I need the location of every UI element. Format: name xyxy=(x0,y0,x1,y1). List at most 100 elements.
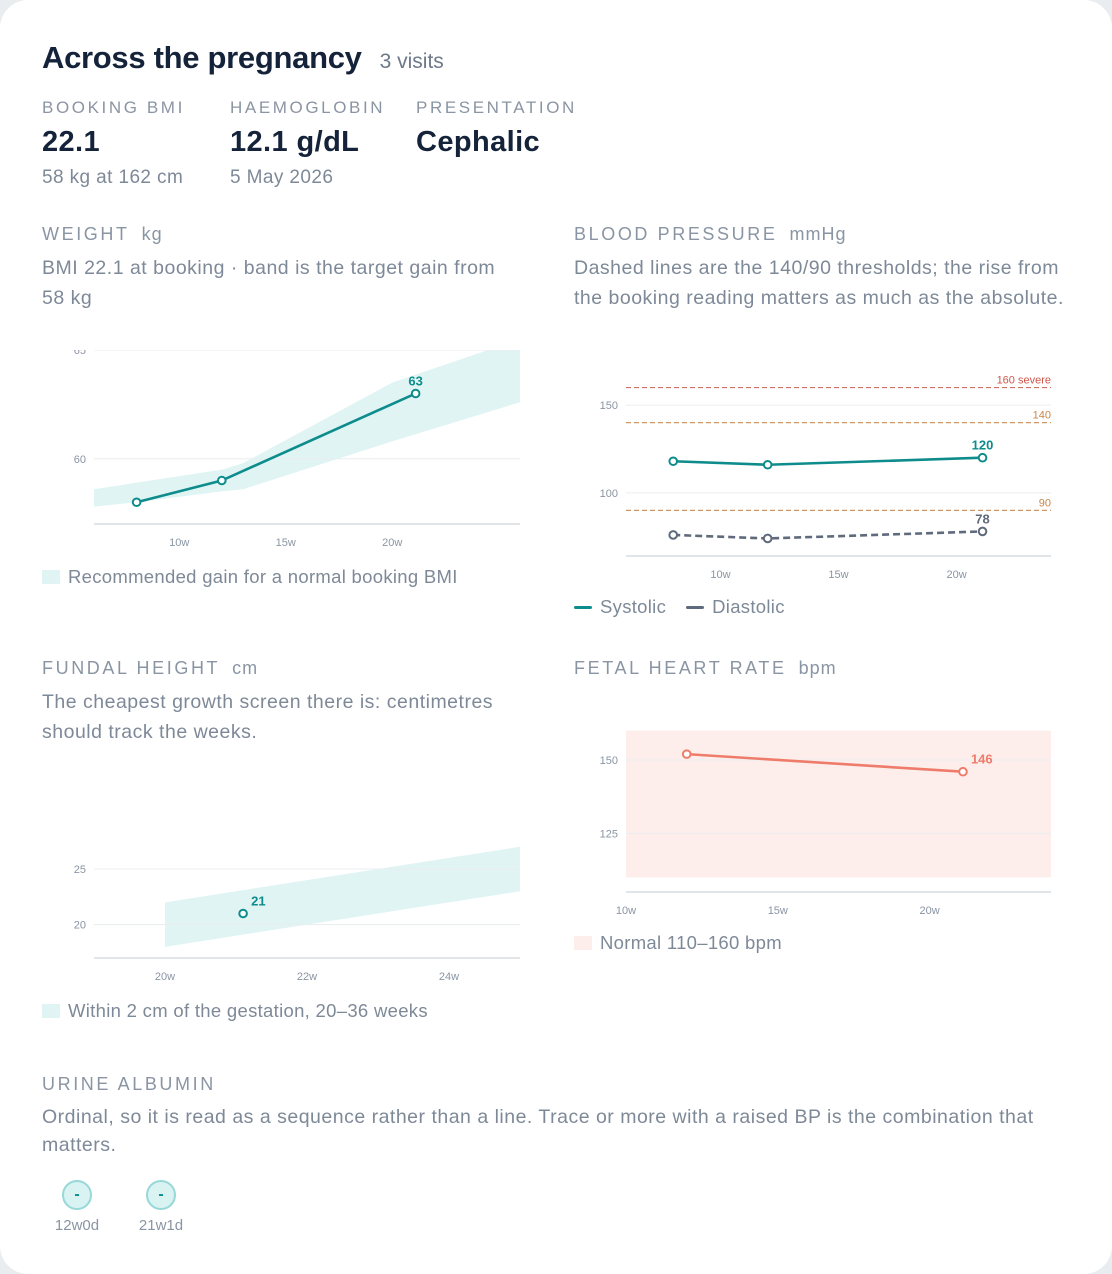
fundal-chart: 20 25 20w 22w 24w 21 xyxy=(74,846,520,983)
data-point xyxy=(668,530,679,540)
band-swatch xyxy=(42,570,60,584)
weight-panel: WEIGHT kg BMI 22.1 at booking · band is t… xyxy=(42,224,522,313)
card-title: Across the pregnancy xyxy=(42,40,362,75)
visit-count: 3 visits xyxy=(379,50,444,73)
x-tick-label: 20w xyxy=(946,569,966,581)
y-tick-label: 125 xyxy=(600,828,618,840)
data-label: 78 xyxy=(975,511,989,526)
data-point xyxy=(131,497,142,508)
series-line xyxy=(686,752,964,774)
y-tick-label: 150 xyxy=(600,400,618,412)
stat-label: BOOKING BMI xyxy=(42,98,185,117)
fhr-chart: 125 150 10w 15w 20w 146 xyxy=(600,730,1051,917)
x-tick-label: 20w xyxy=(155,971,175,983)
weight-legend-label: Recommended gain for a normal booking BM… xyxy=(68,566,458,587)
x-tick-label: 10w xyxy=(710,569,730,581)
bp-title: BLOOD PRESSURE xyxy=(574,224,778,244)
card-header: Across the pregnancy 3 visits xyxy=(42,40,444,76)
diastolic-series-line xyxy=(673,530,983,540)
bp-heading: BLOOD PRESSURE mmHg xyxy=(574,224,1064,245)
data-point xyxy=(668,456,679,467)
urine-description: Ordinal, so it is read as a sequence rat… xyxy=(42,1106,1034,1156)
stat-value: 22.1 xyxy=(42,126,101,158)
urine-reading-dot: - xyxy=(146,1180,176,1210)
fundal-heading: FUNDAL HEIGHT cm xyxy=(42,658,522,679)
fundal-title: FUNDAL HEIGHT xyxy=(42,658,221,678)
bp-unit: mmHg xyxy=(789,224,847,244)
y-tick-label: 100 xyxy=(600,488,618,500)
band-swatch xyxy=(574,936,592,950)
fhr-legend-label: Normal 110–160 bpm xyxy=(600,932,782,953)
fundal-unit: cm xyxy=(232,658,259,678)
reference-band xyxy=(165,846,520,947)
bp-chart: 100 150 160 severe 140 90 10w 15w 20w 120 78 xyxy=(600,375,1051,581)
data-point xyxy=(762,459,773,470)
weight-heading: WEIGHT kg xyxy=(42,224,522,245)
data-point xyxy=(958,766,968,777)
x-tick-label: 15w xyxy=(828,569,848,581)
y-tick-label: 150 xyxy=(600,755,618,767)
stat-haemoglobin: HAEMOGLOBIN 12.1 g/dL 5 May 2026 xyxy=(230,98,385,189)
systolic-legend-label: Systolic xyxy=(600,596,667,617)
weight-description: BMI 22.1 at booking · band is the target… xyxy=(42,257,496,309)
urine-panel: URINE ALBUMIN Ordinal, so it is read as … xyxy=(42,1074,1062,1159)
data-point xyxy=(977,452,988,463)
weight-unit: kg xyxy=(141,224,163,244)
data-point xyxy=(681,749,692,759)
x-tick-label: 15w xyxy=(768,905,788,917)
stat-sub: 5 May 2026 xyxy=(230,167,334,188)
threshold-label: 90 xyxy=(1039,497,1051,509)
data-point xyxy=(977,526,988,537)
data-point xyxy=(410,388,421,399)
y-tick-label: 20 xyxy=(74,920,86,932)
x-tick-label: 24w xyxy=(439,971,459,983)
y-tick-label: 25 xyxy=(74,864,86,876)
y-tick-label: 65 xyxy=(74,350,86,357)
fhr-legend: Normal 110–160 bpm xyxy=(574,932,782,954)
data-label: 21 xyxy=(251,894,265,909)
x-tick-label: 22w xyxy=(297,971,317,983)
fundal-legend: Within 2 cm of the gestation, 20–36 week… xyxy=(42,1000,428,1022)
weight-title: WEIGHT xyxy=(42,224,130,244)
stat-value: 12.1 g/dL xyxy=(230,126,360,158)
systolic-series-line xyxy=(673,456,983,467)
y-tick-label: 60 xyxy=(74,454,86,466)
fhr-unit: bpm xyxy=(798,658,837,678)
weight-chart: 60 65 10w 15w 20w 63 xyxy=(74,350,520,549)
threshold-label: 160 severe xyxy=(997,375,1051,387)
urine-readings: - 12w0d - 21w1d xyxy=(42,1180,342,1240)
x-tick-label: 10w xyxy=(616,905,636,917)
reference-band xyxy=(626,730,1051,878)
x-tick-label: 20w xyxy=(919,905,939,917)
urine-reading-label: 21w1d xyxy=(138,1217,184,1234)
stat-value: Cephalic xyxy=(416,126,541,158)
reference-band xyxy=(94,350,520,507)
bp-description: Dashed lines are the 140/90 thresholds; … xyxy=(574,257,1064,309)
urine-heading: URINE ALBUMIN xyxy=(42,1074,216,1094)
stat-presentation: PRESENTATION Cephalic xyxy=(416,98,577,159)
fundal-legend-label: Within 2 cm of the gestation, 20–36 week… xyxy=(68,1000,428,1021)
fhr-heading: FETAL HEART RATE bpm xyxy=(574,658,1064,679)
fhr-panel: FETAL HEART RATE bpm xyxy=(574,658,1064,679)
diastolic-legend-label: Diastolic xyxy=(712,596,785,617)
fundal-panel: FUNDAL HEIGHT cm The cheapest growth scre… xyxy=(42,658,522,747)
systolic-swatch xyxy=(574,605,592,609)
x-tick-label: 20w xyxy=(382,537,402,549)
band-swatch xyxy=(42,1004,60,1018)
bp-panel: BLOOD PRESSURE mmHg Dashed lines are the … xyxy=(574,224,1064,313)
data-label: 63 xyxy=(408,374,422,389)
bp-legend: Systolic Diastolic xyxy=(574,596,785,618)
stat-sub: 58 kg at 162 cm xyxy=(42,167,184,188)
stat-label: PRESENTATION xyxy=(416,98,577,117)
data-label: 146 xyxy=(971,752,993,767)
diastolic-swatch xyxy=(686,605,705,609)
x-tick-label: 10w xyxy=(169,537,189,549)
stat-booking-bmi: BOOKING BMI 22.1 58 kg at 162 cm xyxy=(42,98,185,189)
data-label: 120 xyxy=(972,438,994,453)
urine-reading-dot: - xyxy=(62,1180,92,1210)
fhr-title: FETAL HEART RATE xyxy=(574,658,787,678)
threshold-label: 140 xyxy=(1033,410,1051,422)
data-point xyxy=(217,475,227,486)
x-tick-label: 15w xyxy=(276,537,296,549)
